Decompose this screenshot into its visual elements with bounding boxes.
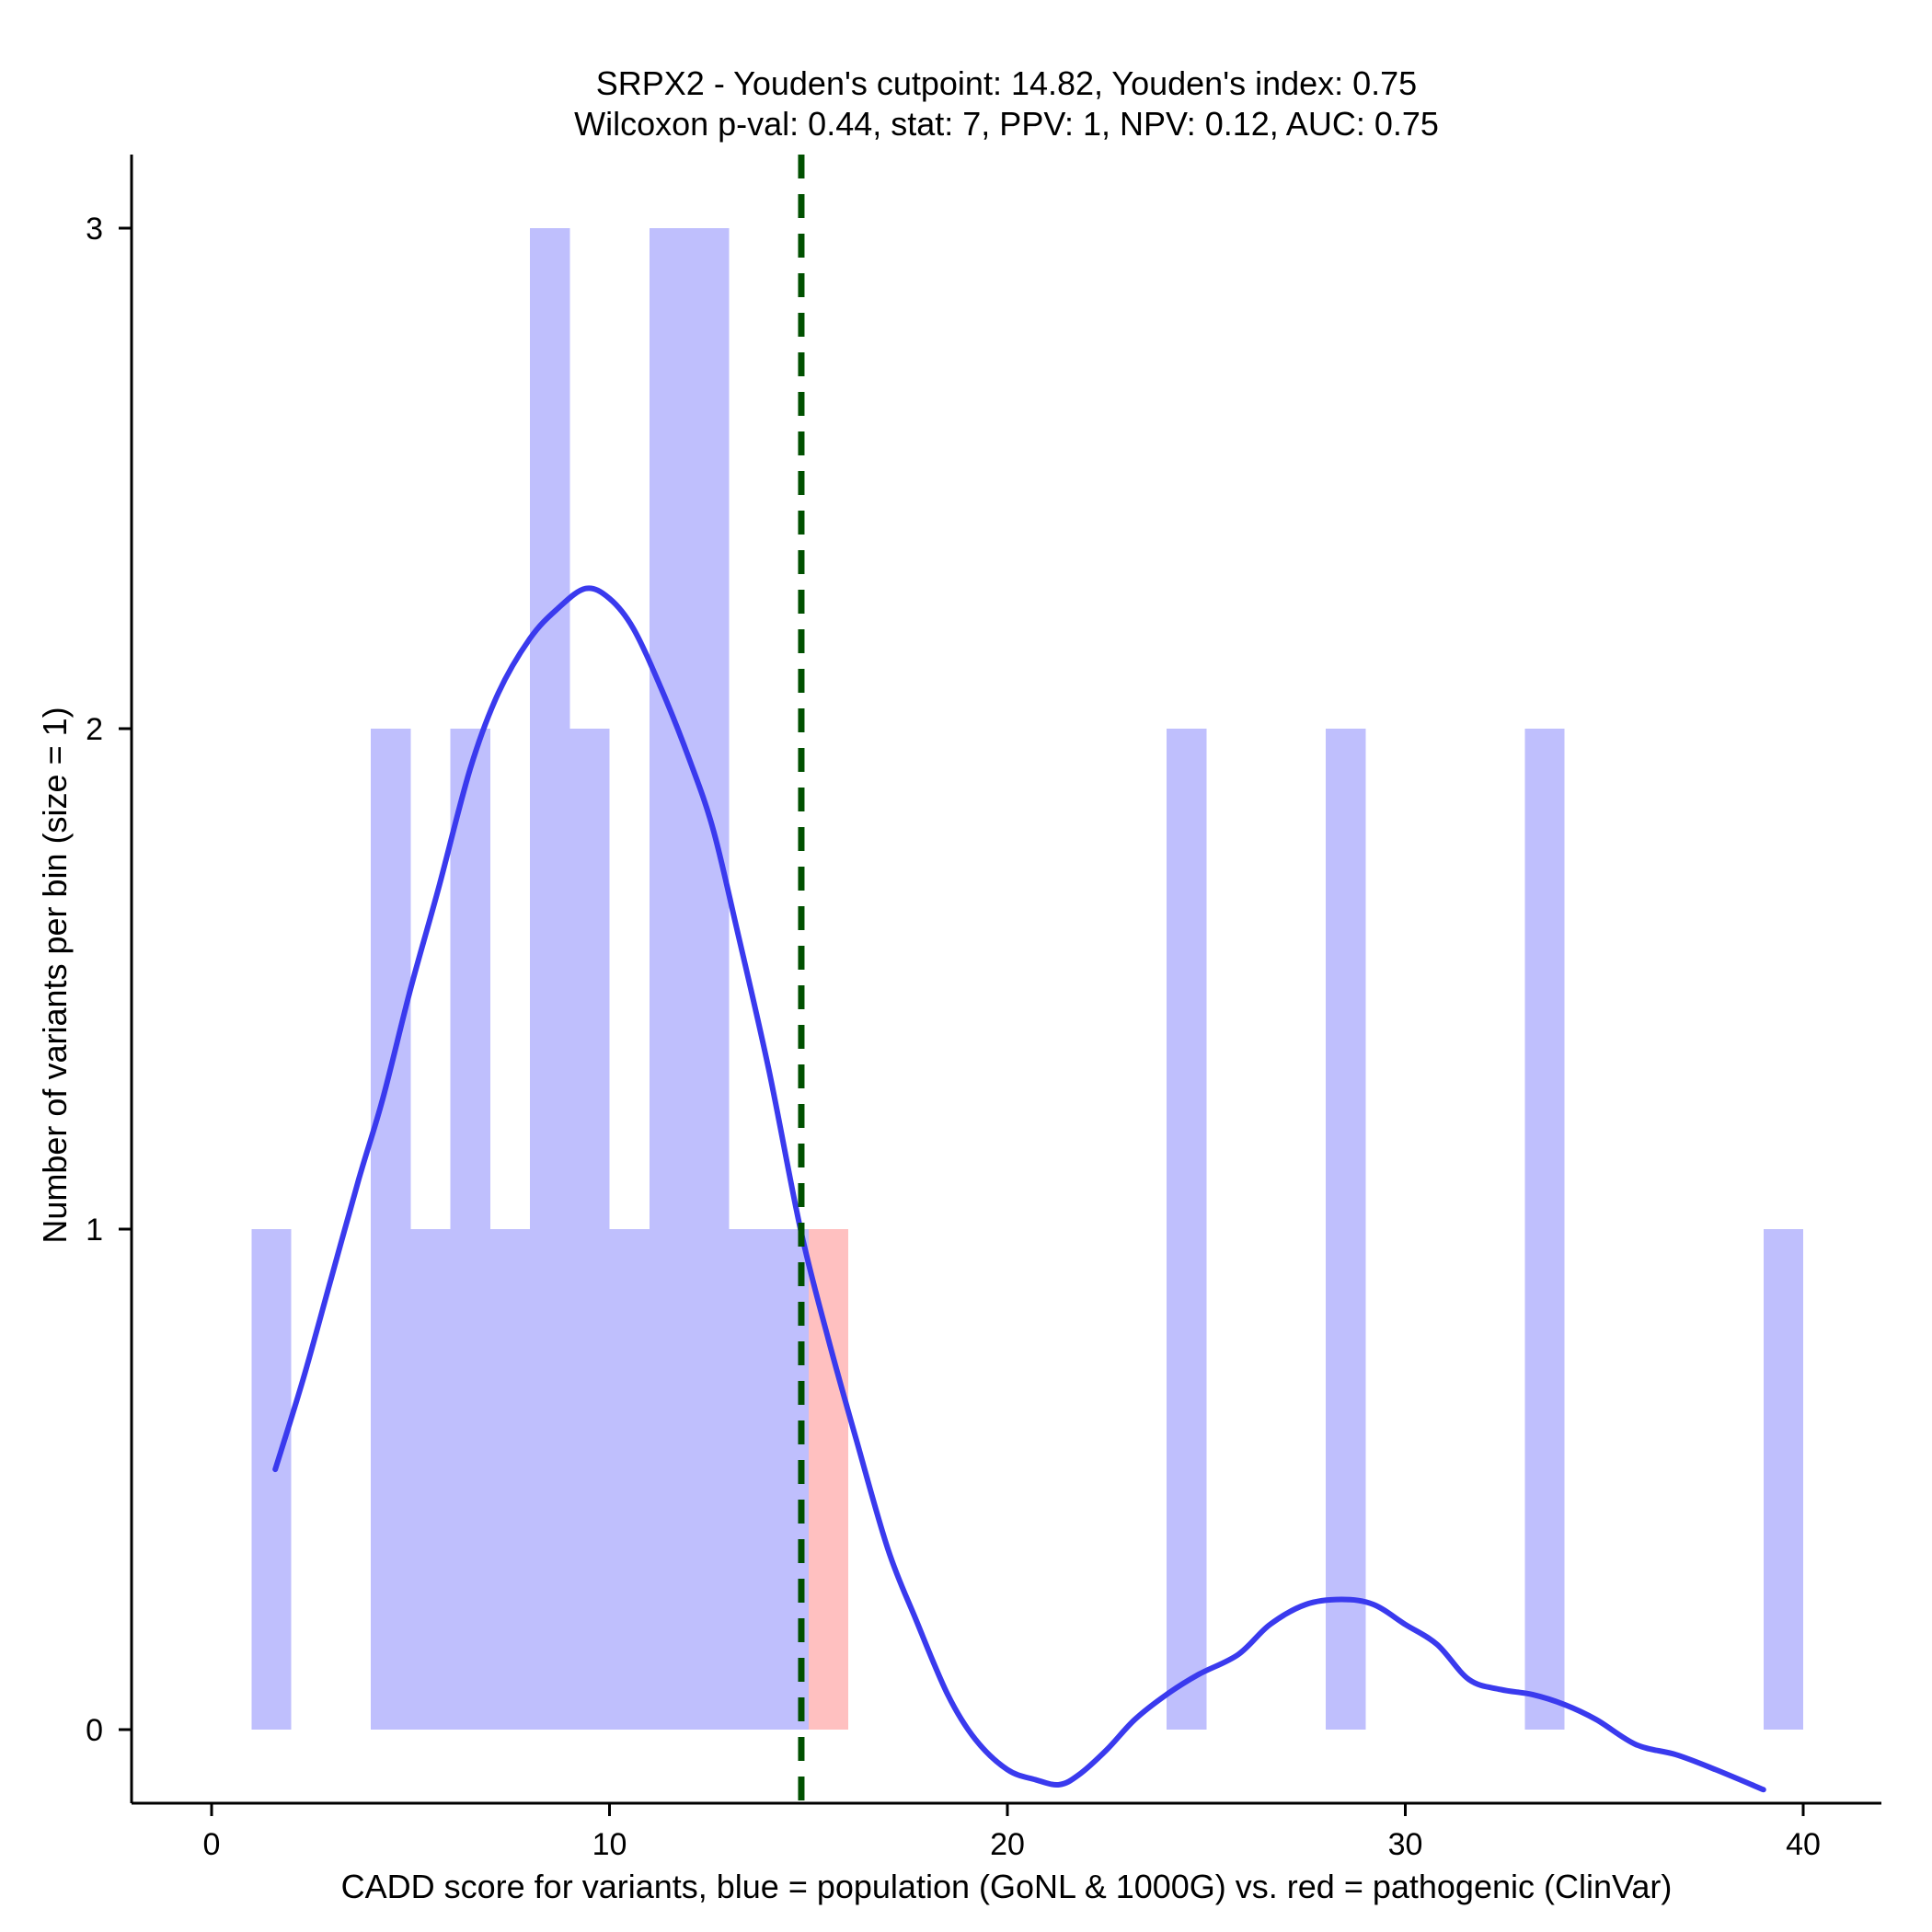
population-bar-33	[1524, 729, 1565, 1730]
population-bar-5	[410, 1229, 451, 1730]
population-bar-28	[1326, 729, 1366, 1730]
population-bar-10	[609, 1229, 650, 1730]
y-tick-label-1: 1	[86, 1213, 103, 1248]
x-tick-label-20: 20	[990, 1827, 1025, 1862]
chart-title-line1: SRPX2 - Youden's cutpoint: 14.82, Youden…	[596, 64, 1417, 102]
density-layer	[272, 585, 1766, 1793]
axis-ticks: 0 10 20 30 40 0 1 2 3	[86, 212, 1821, 1862]
population-bar-24	[1167, 729, 1207, 1730]
population-bar-39	[1763, 1229, 1803, 1730]
population-bar-9	[569, 729, 610, 1730]
population-bar-6	[450, 729, 490, 1730]
population-bar-13	[729, 1229, 769, 1730]
x-tick-label-30: 30	[1388, 1827, 1423, 1862]
population-bar-1	[251, 1229, 292, 1730]
population-bar-8	[530, 228, 570, 1730]
population-bar-4	[371, 729, 411, 1730]
x-axis-label: CADD score for variants, blue = populati…	[341, 1868, 1673, 1905]
x-tick-label-0: 0	[203, 1827, 221, 1862]
histogram-bars	[251, 228, 1803, 1730]
y-tick-label-3: 3	[86, 212, 103, 247]
y-tick-label-0: 0	[86, 1713, 103, 1748]
y-tick-label-2: 2	[86, 712, 103, 747]
x-tick-label-10: 10	[592, 1827, 627, 1862]
y-axis-label: Number of variants per bin (size = 1)	[36, 707, 74, 1243]
chart-title-line2: Wilcoxon p-val: 0.44, stat: 7, PPV: 1, N…	[574, 105, 1439, 143]
density-curve	[272, 585, 1766, 1793]
population-bar-11	[649, 228, 689, 1730]
population-bar-7	[489, 1229, 530, 1730]
pathogenic-bar-15	[808, 1229, 848, 1730]
population-bar-12	[689, 228, 730, 1730]
x-tick-label-40: 40	[1786, 1827, 1821, 1862]
